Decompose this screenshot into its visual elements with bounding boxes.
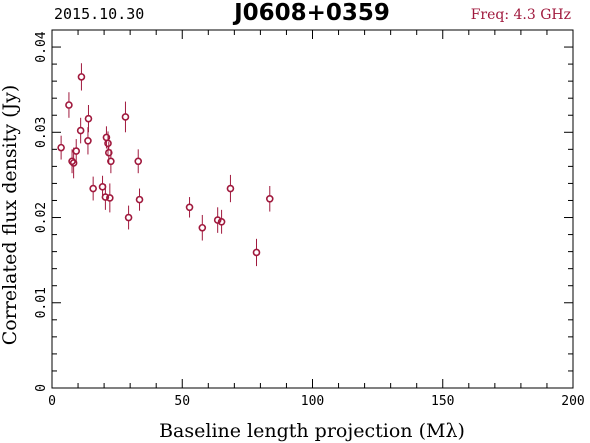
data-point [76, 117, 85, 144]
point-marker [104, 148, 113, 157]
point-marker [65, 101, 73, 109]
point-marker [106, 194, 114, 202]
point-marker [72, 147, 81, 155]
plot-frame [51, 29, 574, 389]
point-marker [121, 113, 130, 121]
data-point [101, 184, 110, 210]
data-point [72, 139, 81, 163]
data-point [107, 149, 115, 174]
x-tick-label: 50 [174, 394, 190, 409]
y-tick-label: 0.03 [34, 117, 49, 148]
axis-ticks [51, 29, 574, 389]
point-marker [134, 157, 143, 166]
point-marker [101, 193, 110, 201]
data-point [89, 176, 97, 201]
point-marker [68, 157, 76, 166]
point-marker [217, 217, 226, 226]
y-tick-label: 0.02 [34, 202, 49, 233]
data-point [77, 63, 86, 91]
x-tick-label: 100 [301, 394, 324, 409]
point-marker [98, 183, 107, 191]
x-tick-label: 200 [561, 394, 584, 409]
point-marker [265, 194, 274, 203]
data-point [185, 197, 194, 218]
point-marker [76, 126, 85, 135]
data-points [57, 63, 274, 267]
axis-tick-labels: 0 50 100 150 200 0 0.01 0.02 0.03 0.04 [34, 31, 585, 409]
point-marker [124, 213, 133, 222]
data-point [213, 207, 222, 233]
point-marker [102, 133, 111, 142]
data-point [252, 238, 261, 267]
data-point [135, 188, 144, 211]
y-tick-label: 0 [34, 384, 49, 392]
data-point [57, 135, 65, 160]
data-point [217, 209, 226, 234]
point-marker [198, 223, 207, 232]
point-marker [57, 143, 65, 152]
chart-title: J0608+0359 [232, 0, 390, 26]
y-tick-label: 0.04 [34, 31, 49, 62]
point-marker [135, 195, 144, 204]
point-marker [84, 114, 93, 123]
point-marker [226, 184, 235, 193]
data-point [106, 183, 114, 213]
point-marker [252, 248, 261, 257]
data-point [226, 174, 235, 203]
x-tick-label: 150 [431, 394, 454, 409]
data-point [134, 149, 143, 174]
data-point [121, 101, 130, 133]
chart-frequency: Freq: 4.3 GHz [471, 7, 571, 23]
data-point [124, 205, 133, 230]
y-axis-label: Correlated flux density (Jy) [0, 85, 21, 346]
data-point [84, 127, 92, 155]
chart-date: 2015.10.30 [54, 5, 144, 23]
point-marker [104, 139, 112, 148]
point-marker [213, 216, 222, 224]
point-marker [107, 157, 115, 166]
y-tick-label: 0.01 [34, 287, 49, 318]
point-marker [84, 137, 92, 145]
data-point [65, 92, 73, 118]
data-point [104, 131, 112, 156]
x-axis-label: Baseline length projection (Mλ) [159, 420, 465, 442]
data-point [265, 185, 274, 212]
point-marker [89, 184, 97, 193]
point-marker [77, 73, 86, 81]
data-point [84, 105, 93, 133]
data-point [198, 214, 207, 241]
x-tick-label: 0 [48, 394, 56, 409]
point-marker [185, 203, 194, 212]
